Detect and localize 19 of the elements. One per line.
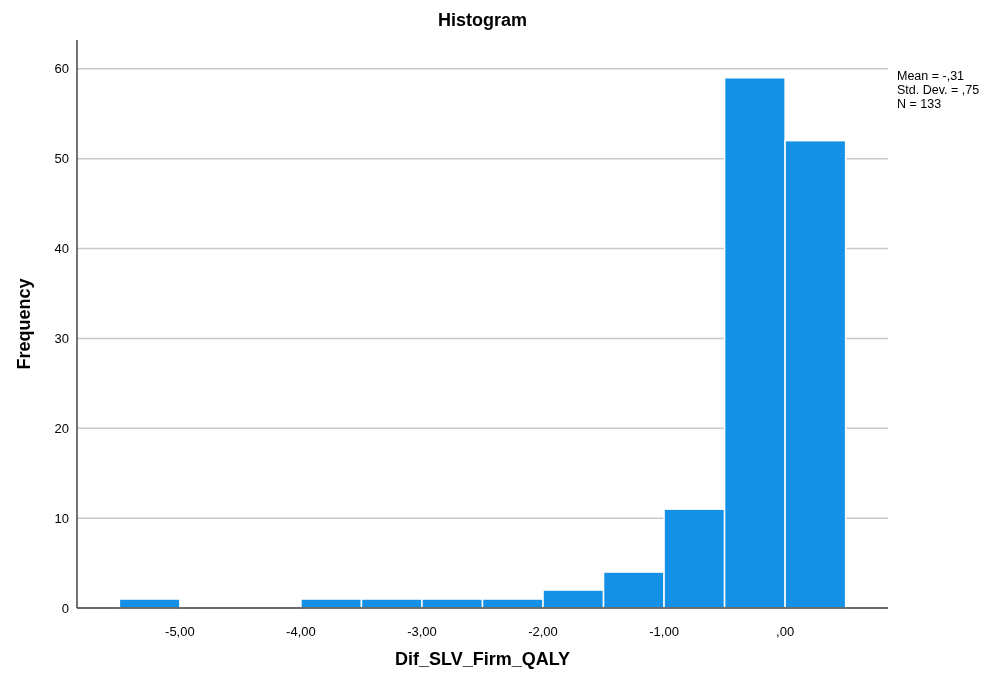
y-tick-label: 60 — [54, 61, 69, 77]
y-tick-label: 40 — [54, 241, 69, 257]
y-axis-title: Frequency — [14, 278, 34, 370]
y-tick-label: 20 — [54, 420, 69, 436]
x-tick-label: ,00 — [776, 624, 795, 639]
x-tick-label: -5,00 — [165, 624, 195, 639]
x-axis-title: Dif_SLV_Firm_QALY — [394, 649, 571, 669]
x-tick-label: -3,00 — [407, 624, 437, 639]
y-tick-label: 10 — [54, 510, 69, 526]
text: Mean = -,31 — [897, 69, 965, 83]
y-tick-label: 50 — [54, 151, 69, 167]
y-tick-label: 30 — [54, 330, 69, 346]
text: Std. Dev. = ,75 — [897, 83, 980, 97]
x-tick-label: -4,00 — [286, 624, 316, 639]
x-tick-label: -1,00 — [649, 624, 679, 639]
x-tick-label: -2,00 — [528, 624, 558, 639]
chart-title: Histogram — [437, 10, 528, 30]
text: N = 133 — [897, 97, 942, 111]
y-tick-label: 0 — [61, 600, 69, 616]
